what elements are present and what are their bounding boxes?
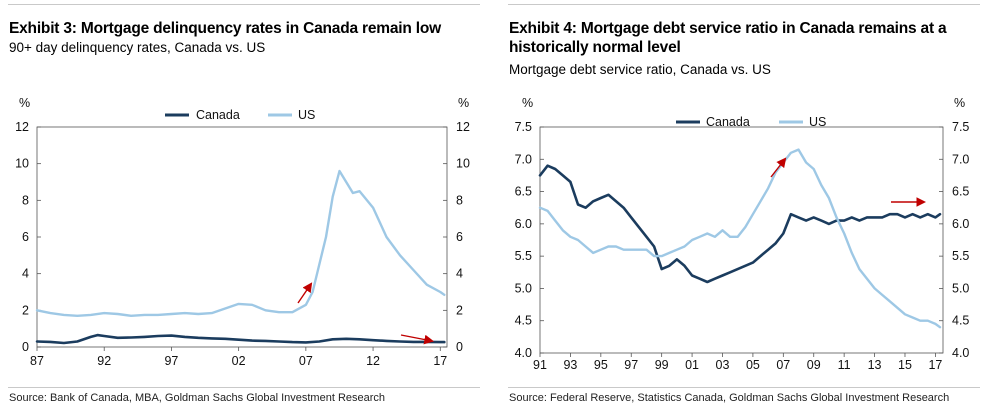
x-tick-label: 12 [366,354,380,368]
x-tick-label: 87 [30,354,44,368]
y-tick-label-left: 4.0 [515,346,532,360]
x-tick-label: 11 [838,358,851,372]
x-tick-label: 97 [624,358,638,372]
x-tick-label: 93 [563,358,577,372]
chart-source: Source: Bank of Canada, MBA, Goldman Sac… [9,392,386,404]
series-line-canada [538,164,942,284]
chart-subtitle: 90+ day delinquency rates, Canada vs. US [9,40,266,55]
legend-label-us: US [809,115,826,129]
debt-service-chart: % % 4.0 4.0 4.5 4.5 5.0 5.0 5.5 5.5 6.0 6.0 6.5 6.5 7.… [515,96,970,372]
y-tick-label-right: 5.0 [952,281,969,295]
bottom-rule [508,387,980,388]
rising-arrow [297,282,313,304]
y-tick-label-left: 0 [22,340,29,354]
bottom-rule [8,387,480,388]
y-tick-label-left: 10 [15,157,29,171]
y-tick-label-right: 4.5 [952,314,969,328]
y-tick-label-left: 12 [15,120,29,134]
legend-label-canada: Canada [196,108,240,122]
y-tick-label-left: 2 [22,303,29,317]
y-unit-right: % [954,96,965,110]
x-tick-label: 13 [868,358,882,372]
x-tick-label: 97 [164,354,178,368]
y-tick-label-right: 5.5 [952,249,969,263]
x-tick-label: 92 [97,354,111,368]
x-tick-label: 01 [685,358,699,372]
x-tick-label: 99 [655,358,669,372]
y-unit-left: % [19,96,30,110]
exhibit-4-panel: Exhibit 4: Mortgage debt service ratio i… [500,0,986,409]
y-tick-label-right: 7.0 [952,152,969,166]
y-tick-label-right: 6.0 [952,217,969,231]
x-tick-label: 07 [299,354,313,368]
y-tick-label-right: 4 [456,267,463,281]
y-tick-label-right: 6 [456,230,463,244]
series-line-us [35,169,446,318]
y-tick-label-left: 6.0 [515,217,532,231]
plot-frame [539,126,944,354]
x-tick-label: 91 [533,358,547,372]
y-tick-label-right: 0 [456,340,463,354]
x-tick-label: 03 [716,358,730,372]
chart-title: Exhibit 3: Mortgage delinquency rates in… [9,20,441,37]
y-tick-label-left: 5.5 [515,249,532,263]
exhibit-3-panel: Exhibit 3: Mortgage delinquency rates in… [0,0,486,409]
y-tick-label-left: 6 [22,230,29,244]
x-tick-label: 15 [898,358,912,372]
x-tick-label: 17 [928,358,942,372]
chart-subtitle: Mortgage debt service ratio, Canada vs. … [509,62,771,77]
y-tick-label-left: 6.5 [515,185,532,199]
flat-arrow [400,334,435,345]
y-tick-label-right: 4.0 [952,346,969,360]
x-tick-label: 05 [746,358,760,372]
y-tick-label-right: 7.5 [952,120,969,134]
x-tick-label: 09 [807,358,821,372]
series-line-us [538,148,942,329]
x-tick-label: 07 [776,358,790,372]
y-tick-label-left: 5.0 [515,281,532,295]
y-tick-label-left: 8 [22,193,29,207]
y-tick-label-left: 7.5 [515,120,532,134]
y-unit-right: % [458,96,469,110]
legend-label-us: US [298,108,315,122]
legend-label-canada: Canada [706,115,750,129]
y-tick-label-left: 4.5 [515,314,532,328]
y-tick-label-right: 10 [456,157,470,171]
x-tick-label: 02 [232,354,246,368]
top-rule [8,4,480,5]
x-tick-label: 95 [594,358,608,372]
y-tick-label-right: 2 [456,303,463,317]
y-tick-label-right: 12 [456,120,470,134]
y-tick-label-right: 8 [456,193,463,207]
rising-arrow [770,157,787,178]
chart-title: Exhibit 4: Mortgage debt service ratio i… [509,20,947,56]
y-tick-label-right: 6.5 [952,185,969,199]
x-tick-label: 17 [433,354,447,368]
y-tick-label-left: 7.0 [515,152,532,166]
series-line-canada [35,333,446,345]
chart-source: Source: Federal Reserve, Statistics Cana… [509,392,950,404]
y-unit-left: % [522,96,533,110]
y-tick-label-left: 4 [22,267,29,281]
top-rule [508,4,980,5]
